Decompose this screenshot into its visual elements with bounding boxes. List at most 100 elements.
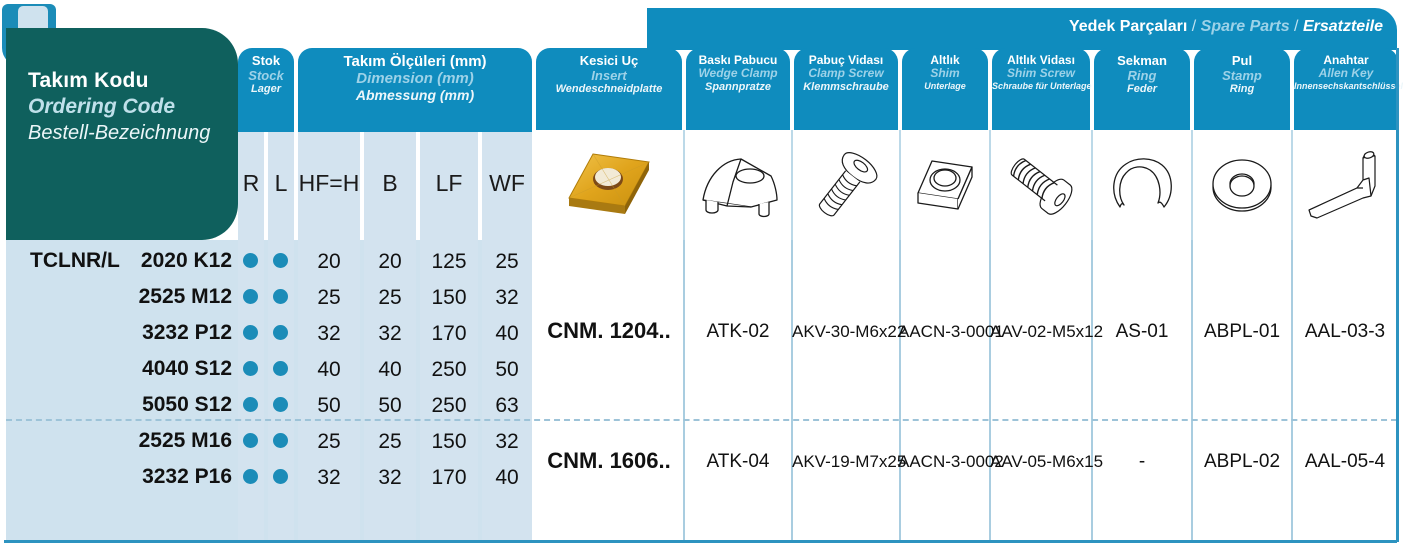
insert-icon: [568, 153, 650, 214]
spare-parts-title-tr: Yedek Parçaları: [1068, 18, 1188, 35]
body-separator-clamp-shim: [899, 240, 901, 540]
header-stamp-en: Stamp: [1222, 67, 1262, 83]
icon-cell-clamp-screw: [794, 130, 898, 240]
header-clamp-screw-en: Clamp Screw: [808, 66, 884, 81]
body-separator-shimscrew-ring: [1091, 240, 1093, 540]
stock-dot-l-2: [273, 325, 288, 340]
header-insert-de: Wendeschneidplatte: [555, 83, 663, 96]
body-separator-ring-stamp: [1191, 240, 1193, 540]
stock-dot-l-5: [273, 433, 288, 448]
subheader-lf: LF: [420, 132, 478, 240]
header-separator-wedge-clamp-screw: [791, 130, 793, 240]
washer-icon: [1212, 159, 1272, 212]
stock-dot-l-0: [273, 253, 288, 268]
subheader-l: L: [268, 132, 294, 240]
subheader-wf: WF: [482, 132, 532, 240]
body-separator-shim-shimscrew: [989, 240, 991, 540]
header-allen-key-de: Innensechskantschlüssel: [1294, 80, 1403, 91]
header-wedge-clamp: Baskı Pabucu Wedge Clamp Spannpratze: [686, 48, 790, 132]
header-shim-screw-tr: Altlık Vidası: [1007, 53, 1075, 67]
header-ring-tr: Sekman: [1117, 53, 1167, 68]
header-shim-en: Shim: [930, 66, 960, 81]
shim-icon: [917, 160, 973, 210]
spare-stamp-1: ABPL-02: [1203, 451, 1281, 472]
icon-cell-wedge-clamp: [686, 130, 790, 240]
spare-insert-1: CNM. 1606..: [547, 448, 671, 473]
header-ring-en: Ring: [1127, 67, 1157, 83]
value-lf-2: 170: [431, 322, 467, 345]
header-separator-ring-stamp: [1191, 130, 1193, 240]
stock-dot-r-0: [243, 253, 258, 268]
stock-dot-r-5: [243, 433, 258, 448]
header-separator-clamp-shim: [899, 130, 901, 240]
spare-insert-0: CNM. 1204..: [547, 318, 671, 343]
stock-dot-r-2: [243, 325, 258, 340]
subheader-b-label: B: [382, 170, 398, 196]
value-hf-0: 20: [317, 250, 341, 273]
subheader-b: B: [364, 132, 416, 240]
header-separator-insert-wedge: [683, 130, 685, 240]
table-row-code-0: 2020 K12: [140, 249, 232, 272]
snap-ring-icon: [1113, 158, 1172, 208]
spare-ring-0: AS-01: [1115, 321, 1169, 342]
header-dimension-de: Abmessung (mm): [355, 86, 475, 103]
column-band-l: [268, 240, 294, 540]
spare-shim-1: AACN-3-0002: [898, 452, 1004, 471]
header-stamp-de: Ring: [1229, 83, 1255, 96]
header-dimension-tr: Takım Ölçüleri (mm): [343, 53, 487, 70]
icon-cell-insert: [536, 130, 682, 240]
stock-dot-r-4: [243, 397, 258, 412]
icon-cell-shim: [902, 130, 988, 240]
value-wf-2: 40: [495, 322, 519, 345]
bottom-rule: [4, 540, 1397, 543]
header-shim-screw-de: Schraube für Unterlage: [992, 80, 1092, 91]
value-lf-1: 150: [431, 286, 467, 309]
header-separator-shim-shimscrew: [989, 130, 991, 240]
spare-parts-title-en: Spare Parts: [1200, 18, 1290, 35]
header-separator-stamp-allen: [1291, 130, 1293, 240]
header-separator-shimscrew-ring: [1091, 130, 1093, 240]
header-stock: Stok Stock Lager: [238, 48, 294, 132]
value-hf-4: 50: [317, 394, 341, 417]
spare-shim-screw-0: AAV-02-M5x12: [990, 322, 1104, 341]
header-wedge-clamp-en: Wedge Clamp: [698, 66, 778, 81]
value-hf-6: 32: [317, 466, 341, 489]
header-clamp-screw-de: Klemmschraube: [803, 80, 889, 93]
spare-wedge-clamp-1: ATK-04: [706, 451, 770, 472]
clamp-screw-icon: [818, 152, 878, 217]
header-shim-de: Unterlage: [924, 80, 966, 91]
value-lf-3: 250: [431, 358, 467, 381]
series-prefix: TCLNR/L: [30, 249, 120, 272]
header-insert: Kesici Uç Insert Wendeschneidplatte: [536, 48, 682, 132]
subheader-r: R: [238, 132, 264, 240]
spare-wedge-clamp-0: ATK-02: [706, 321, 770, 342]
shim-screw-icon: [1010, 158, 1073, 215]
body-separator-insert-wedge: [683, 240, 685, 540]
ordering-code-panel: Takım Kodu Ordering Code Bestell-Bezeich…: [6, 28, 238, 240]
value-b-6: 32: [378, 466, 402, 489]
value-hf-5: 25: [317, 430, 341, 453]
body-separator-stamp-allen: [1291, 240, 1293, 540]
header-shim-screw: Altlık Vidası Shim Screw Schraube für Un…: [992, 48, 1092, 132]
group-divider: [6, 419, 1397, 421]
header-allen-key-tr: Anahtar: [1323, 53, 1369, 67]
header-shim-screw-en: Shim Screw: [1006, 66, 1076, 81]
spare-allen-key-0: AAL-03-3: [1304, 321, 1386, 342]
table-row-code-1: 2525 M12: [138, 285, 232, 308]
value-b-5: 25: [378, 430, 402, 453]
spare-allen-key-1: AAL-05-4: [1304, 451, 1386, 472]
subheader-wf-label: WF: [489, 170, 525, 196]
header-clamp-screw: Pabuç Vidası Clamp Screw Klemmschraube: [794, 48, 898, 132]
stock-dot-l-6: [273, 469, 288, 484]
header-shim-tr: Altlık: [930, 53, 960, 67]
header-insert-en: Insert: [591, 67, 627, 83]
spare-shim-screw-1: AAV-05-M6x15: [990, 452, 1104, 471]
wedge-clamp-icon: [702, 158, 778, 218]
table-row-code-4: 5050 S12: [142, 393, 232, 416]
spare-ring-1: -: [1138, 451, 1146, 472]
value-lf-5: 150: [431, 430, 467, 453]
header-allen-key: Anahtar Allen Key Innensechskantschlüsse…: [1294, 48, 1403, 132]
right-rule: [1396, 48, 1399, 542]
value-wf-5: 32: [495, 430, 519, 453]
table-row-code-5: 2525 M16: [138, 429, 232, 452]
